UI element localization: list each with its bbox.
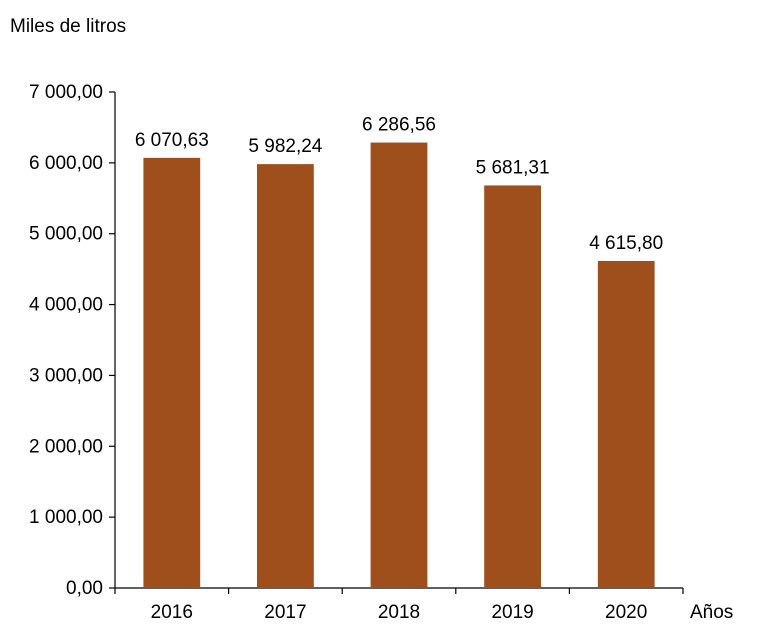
bar	[484, 185, 541, 588]
bars	[143, 142, 655, 589]
y-tick-label: 7 000,00	[29, 82, 103, 103]
tick-labels: 0,00 1 000,00 2 000,00 3 000,00 4 000,00 5 00…	[29, 82, 647, 623]
y-axis-title: Miles de litros	[10, 16, 126, 37]
axes	[109, 91, 684, 594]
bar	[370, 142, 428, 589]
data-label: 6 070,63	[135, 130, 209, 151]
data-labels: 6 070,63 5 982,24 6 286,56 5 681,31 4 615,80	[135, 115, 663, 254]
x-tick-label: 2018	[378, 602, 420, 623]
bar	[597, 260, 655, 588]
x-axis-title: Años	[690, 602, 733, 623]
y-tick-label: 1 000,00	[29, 507, 103, 528]
bar	[257, 164, 314, 588]
x-tick-label: 2017	[264, 602, 306, 623]
bar	[143, 157, 201, 588]
x-tick-label: 2016	[151, 602, 193, 623]
y-tick-label: 0,00	[66, 578, 103, 599]
y-tick-label: 6 000,00	[29, 153, 103, 174]
data-label: 5 982,24	[248, 136, 322, 157]
y-tick-label: 3 000,00	[29, 365, 103, 386]
data-label: 6 286,56	[362, 115, 436, 136]
y-tick-label: 4 000,00	[29, 295, 103, 316]
y-tick-label: 5 000,00	[29, 224, 103, 245]
y-tick-label: 2 000,00	[29, 436, 103, 457]
data-label: 4 615,80	[589, 233, 663, 254]
x-tick-label: 2019	[491, 602, 533, 623]
data-label: 5 681,31	[476, 157, 550, 178]
x-tick-label: 2020	[605, 602, 647, 623]
